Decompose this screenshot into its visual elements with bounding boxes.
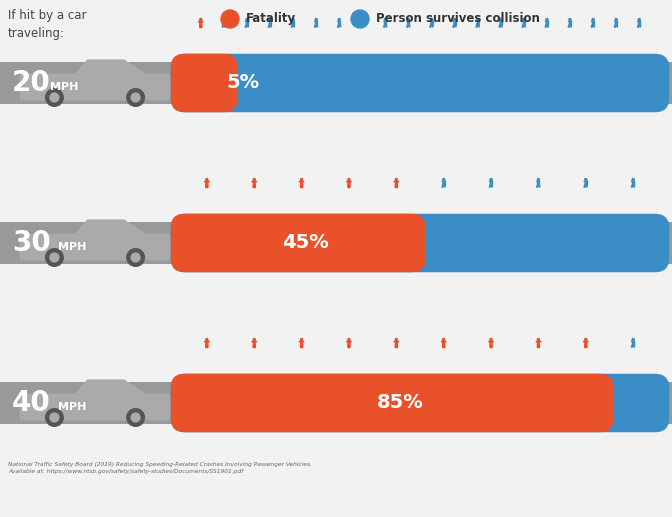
Circle shape bbox=[50, 413, 58, 422]
Circle shape bbox=[127, 249, 144, 266]
Circle shape bbox=[131, 413, 140, 422]
Circle shape bbox=[490, 339, 492, 341]
Polygon shape bbox=[200, 21, 202, 26]
Circle shape bbox=[407, 19, 409, 21]
FancyBboxPatch shape bbox=[171, 54, 238, 112]
Circle shape bbox=[538, 339, 540, 341]
Circle shape bbox=[443, 178, 445, 180]
Polygon shape bbox=[443, 341, 445, 346]
Circle shape bbox=[395, 339, 397, 341]
Polygon shape bbox=[73, 380, 146, 397]
Circle shape bbox=[338, 19, 340, 21]
Circle shape bbox=[476, 19, 478, 21]
Polygon shape bbox=[538, 341, 540, 346]
FancyBboxPatch shape bbox=[19, 73, 171, 100]
Text: If hit by a car
traveling:: If hit by a car traveling: bbox=[8, 9, 87, 40]
Circle shape bbox=[131, 253, 140, 262]
Text: MPH: MPH bbox=[50, 82, 79, 92]
Circle shape bbox=[615, 19, 617, 21]
Circle shape bbox=[638, 19, 640, 21]
Text: MPH: MPH bbox=[58, 242, 87, 252]
Circle shape bbox=[585, 178, 587, 180]
Circle shape bbox=[523, 19, 525, 21]
Circle shape bbox=[538, 178, 540, 180]
FancyBboxPatch shape bbox=[171, 54, 669, 112]
Polygon shape bbox=[206, 341, 208, 346]
Circle shape bbox=[206, 178, 208, 180]
Circle shape bbox=[46, 409, 63, 427]
FancyBboxPatch shape bbox=[171, 374, 669, 432]
Polygon shape bbox=[253, 181, 255, 186]
Circle shape bbox=[127, 409, 144, 427]
Polygon shape bbox=[253, 341, 255, 346]
Text: National Traffic Safety Board (2019) Reducing Speeding-Related Crashes Involving: National Traffic Safety Board (2019) Red… bbox=[8, 462, 312, 474]
Circle shape bbox=[546, 19, 548, 21]
Circle shape bbox=[300, 178, 302, 180]
Text: 40: 40 bbox=[12, 389, 51, 417]
Polygon shape bbox=[395, 341, 397, 346]
FancyBboxPatch shape bbox=[171, 374, 614, 432]
Circle shape bbox=[269, 19, 271, 21]
Text: 45%: 45% bbox=[282, 234, 329, 252]
Circle shape bbox=[585, 339, 587, 341]
Circle shape bbox=[46, 89, 63, 107]
Text: 85%: 85% bbox=[376, 393, 423, 413]
Polygon shape bbox=[300, 181, 302, 186]
Circle shape bbox=[292, 19, 294, 21]
Circle shape bbox=[431, 19, 433, 21]
Polygon shape bbox=[73, 220, 146, 237]
FancyBboxPatch shape bbox=[0, 382, 672, 424]
Circle shape bbox=[253, 178, 255, 180]
Circle shape bbox=[200, 19, 202, 21]
Polygon shape bbox=[348, 181, 350, 186]
Circle shape bbox=[315, 19, 317, 21]
Polygon shape bbox=[206, 181, 208, 186]
Circle shape bbox=[351, 10, 369, 28]
Circle shape bbox=[348, 339, 350, 341]
Circle shape bbox=[569, 19, 571, 21]
Circle shape bbox=[50, 253, 58, 262]
Circle shape bbox=[362, 19, 364, 21]
Text: 30: 30 bbox=[12, 229, 51, 257]
Circle shape bbox=[50, 93, 58, 102]
FancyBboxPatch shape bbox=[0, 222, 672, 264]
Circle shape bbox=[454, 19, 456, 21]
Text: MPH: MPH bbox=[58, 402, 87, 412]
Circle shape bbox=[592, 19, 594, 21]
Polygon shape bbox=[585, 341, 587, 346]
Circle shape bbox=[206, 339, 208, 341]
Text: Person survives collision: Person survives collision bbox=[376, 12, 540, 25]
Circle shape bbox=[300, 339, 302, 341]
Circle shape bbox=[443, 339, 445, 341]
Circle shape bbox=[632, 339, 634, 341]
Polygon shape bbox=[490, 341, 492, 346]
Circle shape bbox=[500, 19, 502, 21]
Circle shape bbox=[384, 19, 386, 21]
Circle shape bbox=[490, 178, 492, 180]
Circle shape bbox=[246, 19, 248, 21]
Text: Fatality: Fatality bbox=[246, 12, 296, 25]
Text: 20: 20 bbox=[12, 69, 51, 97]
Polygon shape bbox=[73, 60, 146, 77]
Circle shape bbox=[127, 89, 144, 107]
FancyBboxPatch shape bbox=[0, 62, 672, 104]
Circle shape bbox=[632, 178, 634, 180]
Circle shape bbox=[223, 19, 225, 21]
Polygon shape bbox=[395, 181, 397, 186]
Circle shape bbox=[131, 93, 140, 102]
Polygon shape bbox=[300, 341, 302, 346]
Circle shape bbox=[253, 339, 255, 341]
FancyBboxPatch shape bbox=[171, 214, 669, 272]
Circle shape bbox=[221, 10, 239, 28]
FancyBboxPatch shape bbox=[171, 214, 426, 272]
Polygon shape bbox=[348, 341, 350, 346]
Circle shape bbox=[395, 178, 397, 180]
Circle shape bbox=[348, 178, 350, 180]
FancyBboxPatch shape bbox=[19, 234, 171, 261]
Circle shape bbox=[46, 249, 63, 266]
FancyBboxPatch shape bbox=[19, 393, 171, 420]
Text: 5%: 5% bbox=[227, 73, 260, 93]
